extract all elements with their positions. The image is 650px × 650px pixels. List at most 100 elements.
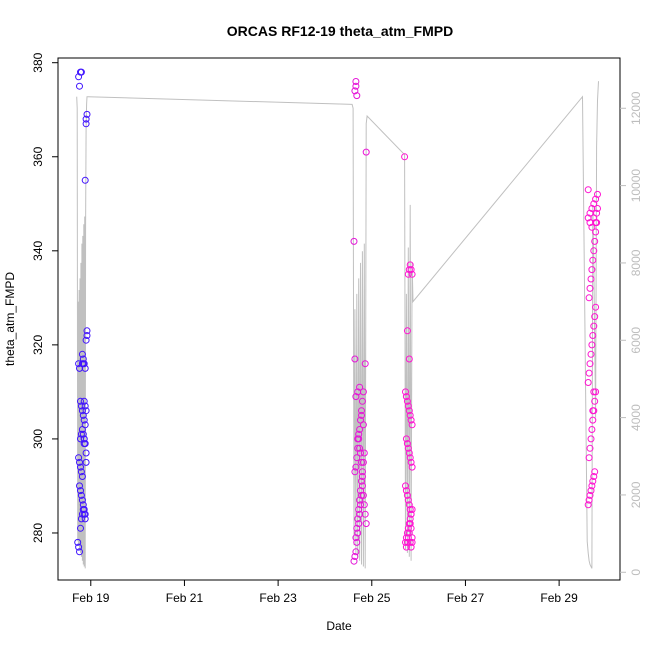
data-point bbox=[590, 473, 598, 480]
chart-title: ORCAS RF12-19 theta_atm_FMPD bbox=[227, 23, 453, 39]
data-point bbox=[362, 148, 370, 156]
data-point bbox=[357, 449, 364, 457]
data-point bbox=[591, 237, 599, 245]
data-point bbox=[403, 529, 411, 537]
x-tick-label: Feb 25 bbox=[353, 591, 391, 605]
data-point bbox=[406, 261, 414, 269]
data-point bbox=[587, 350, 595, 358]
data-point bbox=[77, 487, 84, 495]
data-point bbox=[356, 383, 364, 391]
data-point bbox=[356, 444, 364, 452]
data-point bbox=[586, 209, 594, 217]
data-point bbox=[594, 190, 601, 198]
data-point bbox=[403, 397, 411, 405]
data-point bbox=[358, 491, 365, 499]
y-tick-label: 300 bbox=[31, 429, 45, 449]
y-axis-label: theta_atm_FMPD bbox=[3, 272, 17, 366]
data-point bbox=[592, 195, 600, 203]
data-point bbox=[361, 510, 369, 518]
data-point bbox=[354, 435, 362, 443]
data-point bbox=[76, 458, 83, 466]
data-point bbox=[76, 482, 83, 490]
data-point bbox=[362, 520, 370, 528]
data-point bbox=[77, 68, 85, 76]
data-point bbox=[408, 270, 416, 278]
data-point bbox=[355, 506, 363, 513]
data-point bbox=[406, 520, 414, 528]
data-point bbox=[358, 458, 365, 466]
data-point bbox=[584, 186, 592, 194]
data-point bbox=[586, 491, 594, 499]
data-point bbox=[353, 92, 361, 100]
data-point bbox=[404, 444, 412, 452]
data-point bbox=[78, 350, 86, 358]
data-point bbox=[407, 510, 415, 518]
data-point bbox=[407, 524, 415, 532]
data-point bbox=[588, 426, 596, 433]
data-point bbox=[358, 397, 366, 405]
data-point bbox=[590, 388, 598, 396]
y2-tick-label: 0 bbox=[629, 569, 643, 576]
data-point bbox=[352, 548, 360, 556]
x-tick-label: Feb 19 bbox=[72, 591, 110, 605]
data-point bbox=[78, 473, 86, 480]
data-point bbox=[79, 360, 87, 368]
data-point bbox=[406, 506, 414, 513]
data-point bbox=[82, 458, 90, 466]
y2-axis: 0 2000 4000 6000 8000 10000 12000 bbox=[620, 91, 643, 576]
data-point bbox=[589, 256, 597, 264]
data-point bbox=[76, 82, 83, 90]
data-point bbox=[407, 543, 415, 551]
data-point bbox=[584, 501, 592, 509]
data-point bbox=[594, 205, 601, 212]
data-point bbox=[351, 355, 359, 363]
data-point bbox=[352, 534, 360, 542]
data-point bbox=[355, 520, 363, 528]
data-point bbox=[351, 553, 359, 560]
data-point bbox=[408, 538, 416, 546]
data-point bbox=[405, 449, 413, 457]
data-point bbox=[356, 496, 364, 504]
y-tick-label: 320 bbox=[31, 335, 45, 355]
data-point bbox=[404, 496, 412, 504]
data-point bbox=[402, 487, 410, 495]
data-point bbox=[359, 421, 367, 429]
data-point bbox=[585, 454, 593, 462]
data-point bbox=[356, 426, 364, 433]
y-tick-label: 340 bbox=[31, 240, 45, 260]
data-point bbox=[355, 430, 363, 438]
data-point bbox=[80, 440, 88, 448]
altitude-line bbox=[76, 81, 599, 569]
data-point bbox=[401, 153, 409, 161]
data-point bbox=[402, 388, 409, 396]
data-point bbox=[588, 266, 596, 274]
data-point bbox=[77, 524, 84, 532]
data-point bbox=[357, 501, 364, 509]
data-point bbox=[354, 388, 362, 396]
x-tick-label: Feb 21 bbox=[166, 591, 204, 605]
data-point bbox=[404, 534, 412, 542]
data-point bbox=[592, 228, 600, 236]
data-point bbox=[402, 543, 410, 551]
data-point bbox=[360, 449, 368, 457]
data-point bbox=[404, 524, 412, 532]
data-point bbox=[81, 515, 89, 523]
data-point bbox=[75, 454, 83, 462]
data-point bbox=[407, 416, 415, 424]
data-point bbox=[79, 501, 87, 509]
altitude-trace-layer bbox=[76, 81, 599, 569]
x-axis-label: Date bbox=[326, 619, 352, 633]
data-point bbox=[350, 237, 358, 245]
point-layer bbox=[74, 68, 601, 565]
data-point bbox=[358, 473, 366, 480]
data-point bbox=[584, 379, 592, 386]
data-point bbox=[406, 411, 414, 419]
y2-tick-label: 4000 bbox=[629, 404, 643, 431]
data-point bbox=[592, 219, 600, 227]
data-point bbox=[81, 421, 89, 429]
data-point bbox=[406, 515, 414, 523]
data-point bbox=[589, 477, 597, 485]
data-point bbox=[81, 176, 89, 184]
data-point bbox=[79, 430, 87, 438]
plot-frame bbox=[57, 57, 621, 581]
